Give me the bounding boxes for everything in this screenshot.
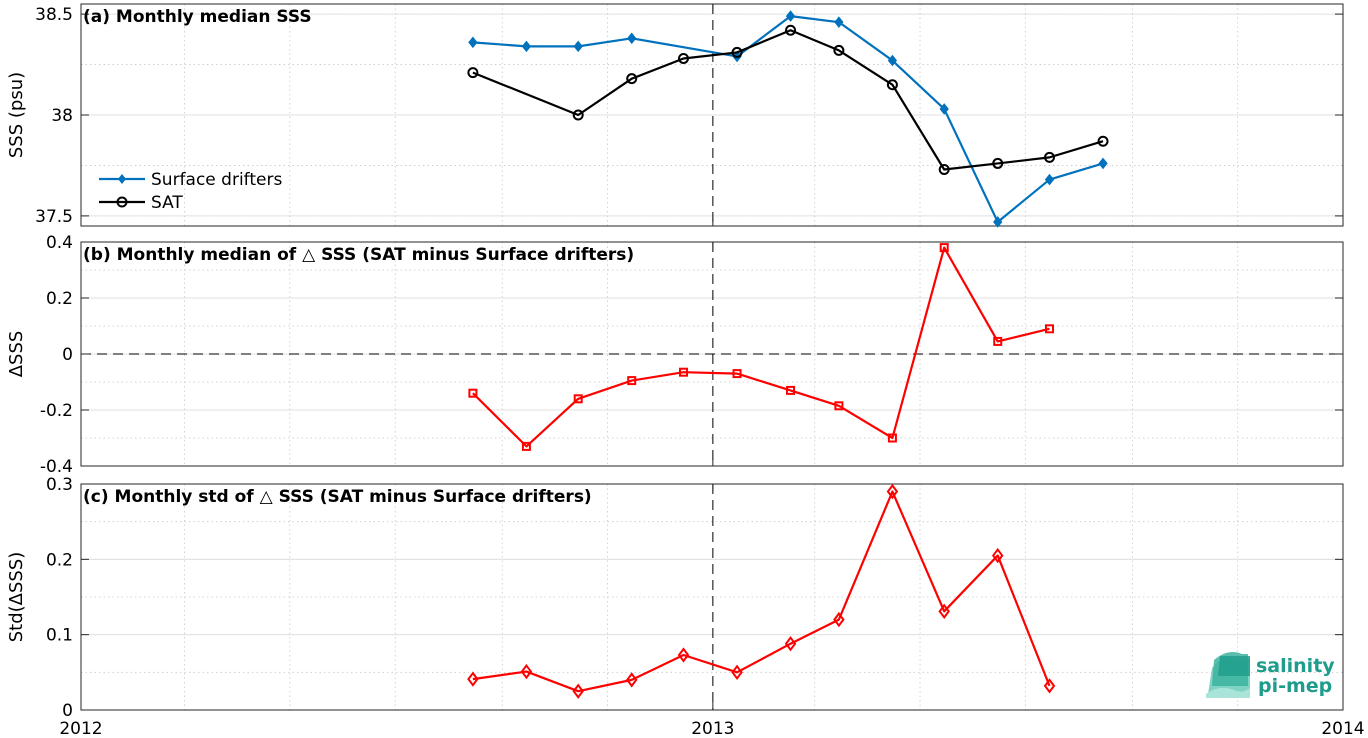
series-line-1 [472, 490, 1051, 693]
panel-title: (b) Monthly median of △ SSS (SAT minus S… [83, 245, 634, 265]
panels: 37.5 38 38.5 SSS (psu) (a) Monthly median SS… [6, 3, 1365, 738]
data-point [572, 109, 584, 121]
data-point [886, 79, 898, 91]
y-tick-label: 0.4 [46, 233, 73, 253]
data-point [677, 647, 690, 663]
axes-box [80, 483, 1344, 711]
data-point [467, 671, 479, 687]
data-point [886, 483, 899, 500]
panel-title: (c) Monthly std of △ SSS (SAT minus Surf… [83, 487, 592, 507]
data-point [626, 73, 638, 85]
legend-entry: Surface drifters [151, 170, 282, 190]
data-point [833, 611, 845, 628]
data-point [1044, 173, 1055, 186]
data-point [1044, 151, 1056, 163]
data-point [887, 54, 898, 67]
data-point [938, 603, 950, 619]
data-point [521, 441, 531, 451]
data-point [991, 547, 1004, 564]
y-axis-label: Std(ΔSSS) [6, 552, 27, 643]
data-point [1098, 157, 1108, 170]
legend: Surface drifters SAT [99, 170, 282, 213]
series-line-1 [472, 15, 1104, 224]
data-point [992, 157, 1004, 169]
data-point [732, 369, 742, 379]
logo-line2: pi-mep [1258, 675, 1332, 697]
data-point [785, 24, 797, 36]
y-tick-label: 0 [62, 701, 73, 721]
data-point [993, 216, 1003, 228]
data-point [785, 10, 796, 22]
data-point [1043, 678, 1056, 694]
logo-line1: salinity [1256, 655, 1335, 677]
y-tick-label: 0.2 [46, 550, 73, 570]
data-point [833, 44, 845, 56]
data-point [1097, 135, 1109, 147]
data-point [468, 36, 478, 49]
data-point [625, 672, 638, 688]
legend-marker [116, 196, 128, 208]
x-tick-label: 2014 [1321, 719, 1364, 738]
wave-logo-icon [1206, 652, 1250, 698]
data-point [938, 163, 950, 175]
data-point [573, 394, 583, 404]
x-tick-label: 2012 [59, 719, 102, 738]
series-line-1 [472, 246, 1050, 448]
data-point [572, 683, 584, 699]
panel-3: 0 0.1 0.2 0.3 2012 2013 2014 Std(ΔSSS) (c) Month… [6, 475, 1365, 738]
y-tick-label: 37.5 [35, 207, 73, 227]
legend-marker [118, 174, 126, 184]
data-point [731, 46, 743, 58]
data-point [887, 433, 897, 443]
x-tick-label: 2013 [691, 719, 734, 738]
data-point [834, 401, 844, 411]
y-axis-label: ΔSSS [6, 331, 27, 378]
data-point [467, 67, 479, 79]
salinity-pi-mep-logo: salinity pi-mep [1206, 652, 1335, 698]
data-point [784, 636, 797, 652]
data-point [627, 32, 637, 45]
data-point [468, 388, 478, 398]
panel-2: -0.4 -0.2 0 0.2 0.4 ΔSSS (b) Monthly median of… [6, 233, 1344, 477]
data-point [786, 385, 796, 395]
data-point [993, 336, 1003, 346]
y-tick-label: 0 [62, 345, 73, 365]
data-point [939, 103, 949, 115]
data-point [627, 376, 637, 386]
panel-1: 37.5 38 38.5 SSS (psu) (a) Monthly median SS… [6, 3, 1344, 228]
data-point [573, 40, 583, 53]
y-tick-label: 38.5 [35, 5, 73, 25]
y-tick-label: -0.4 [40, 457, 73, 477]
data-point [678, 52, 690, 64]
y-axis-label: SSS (psu) [6, 72, 27, 158]
y-tick-label: 38 [51, 106, 73, 126]
data-point [731, 664, 743, 680]
y-tick-label: 0.3 [46, 475, 73, 495]
y-tick-label: 0.2 [46, 289, 73, 309]
data-point [834, 16, 844, 28]
panel-title: (a) Monthly median SSS [83, 7, 312, 27]
data-point [520, 663, 533, 680]
data-point [1045, 324, 1055, 334]
y-tick-label: -0.2 [40, 401, 73, 421]
data-point [521, 40, 532, 53]
data-point [679, 367, 689, 377]
series-line-2 [472, 29, 1104, 171]
legend-entry: SAT [151, 193, 183, 213]
y-tick-label: 0.1 [46, 626, 73, 646]
data-point [939, 243, 949, 253]
